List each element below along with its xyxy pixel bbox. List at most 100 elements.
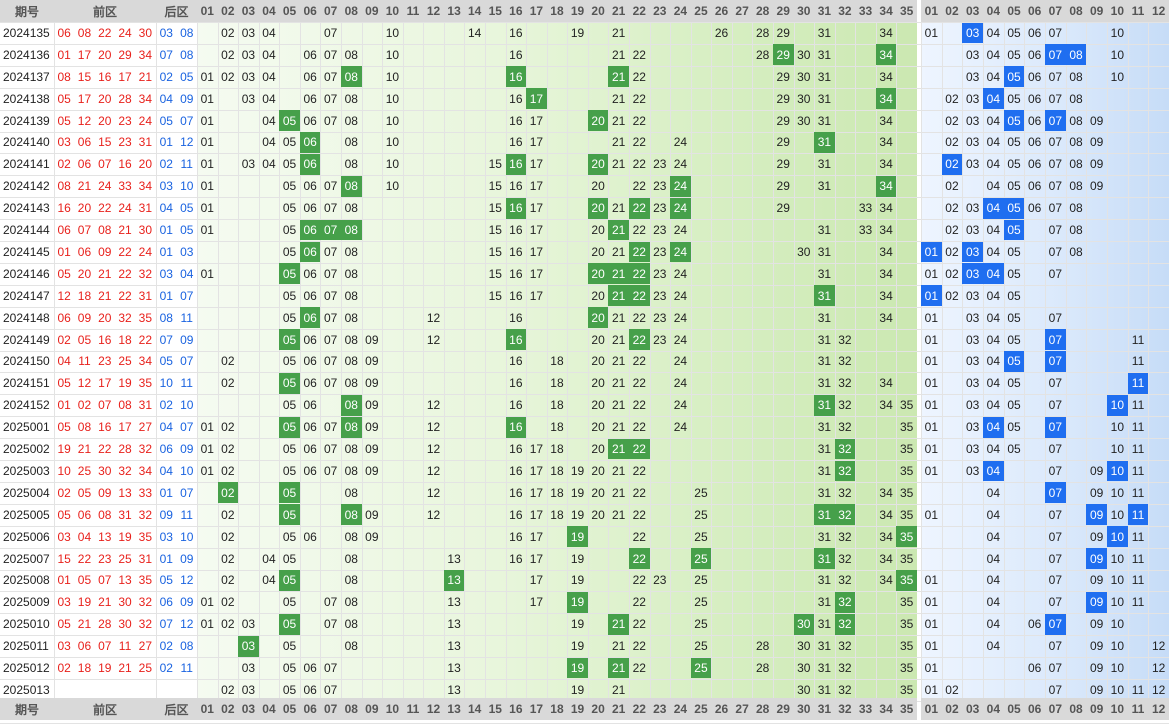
header-back-col: 07 [1045, 0, 1066, 22]
header-back-col: 10 [1107, 698, 1128, 720]
front-number: 20 [98, 47, 112, 62]
front-number: 27 [138, 420, 153, 435]
back-miss-cell: 03 [965, 398, 980, 413]
front-miss-cell: 32 [838, 573, 852, 588]
header-front-col: 06 [299, 0, 321, 22]
row-period: 2024137 [3, 69, 50, 84]
front-miss-cell: 16 [509, 135, 523, 150]
front-number: 12 [77, 376, 92, 391]
front-miss-cell: 02 [221, 551, 235, 566]
back-number: 06 [159, 595, 173, 610]
row-period: 2024144 [3, 223, 50, 238]
front-miss-cell: 22 [632, 595, 646, 610]
front-miss-cell: 26 [714, 25, 729, 40]
front-number: 34 [138, 354, 153, 369]
back-miss-cell: 04 [986, 507, 1000, 522]
header-front-col: 27 [731, 0, 753, 22]
front-miss-cell: 34 [879, 223, 893, 238]
front-number: 20 [77, 266, 92, 281]
front-hit-cell: 20 [587, 153, 609, 175]
front-miss-cell: 32 [838, 682, 852, 697]
row-period: 2024138 [3, 91, 50, 106]
header-front-col: 26 [711, 698, 732, 720]
back-miss-cell: 11 [1131, 529, 1145, 544]
back-miss-cell: 07 [1048, 529, 1063, 544]
back-miss-cell: 04 [986, 376, 1000, 391]
row-divider [0, 153, 1169, 155]
front-number: 22 [98, 25, 112, 40]
front-miss-cell: 15 [488, 223, 502, 238]
back-miss-cell: 02 [945, 266, 959, 281]
front-number: 01 [57, 573, 71, 588]
back-miss-cell: 07 [1048, 639, 1063, 654]
front-miss-cell: 02 [221, 573, 235, 588]
front-miss-cell: 13 [447, 682, 461, 697]
front-miss-cell: 03 [241, 617, 256, 632]
front-number: 31 [138, 201, 153, 216]
front-miss-cell: 07 [324, 25, 338, 40]
front-hit-cell: 02 [217, 482, 239, 504]
back-miss-cell: 10 [1110, 69, 1125, 84]
front-miss-cell: 23 [653, 244, 667, 259]
back-miss-cell: 04 [986, 113, 1000, 128]
back-miss-cell: 05 [1007, 25, 1021, 40]
front-miss-cell: 21 [611, 398, 626, 413]
col-divider [941, 0, 943, 720]
front-number: 06 [77, 507, 92, 522]
header-front-col: 20 [587, 0, 609, 22]
front-miss-cell: 16 [509, 376, 523, 391]
front-miss-cell: 10 [385, 69, 400, 84]
col-divider [197, 0, 198, 720]
col-divider [628, 0, 630, 720]
front-miss-cell: 22 [632, 661, 646, 676]
front-hit-cell: 08 [340, 416, 362, 438]
row-divider [0, 197, 1169, 199]
back-miss-cell: 11 [1131, 442, 1145, 457]
front-miss-cell: 10 [385, 135, 400, 150]
header-front-col: 09 [361, 0, 383, 22]
front-miss-cell: 06 [303, 113, 317, 128]
front-miss-cell: 10 [385, 91, 400, 106]
front-hit-cell: 06 [299, 153, 321, 175]
front-number: 06 [77, 244, 92, 259]
front-miss-cell: 35 [899, 442, 914, 457]
front-number: 06 [77, 639, 92, 654]
col-divider [834, 0, 836, 720]
front-miss-cell: 07 [324, 201, 338, 216]
front-miss-cell: 02 [221, 617, 235, 632]
row-period: 2025007 [3, 551, 50, 566]
front-miss-cell: 20 [591, 332, 605, 347]
front-miss-cell: 20 [591, 507, 605, 522]
back-number: 03 [180, 244, 194, 259]
header-front-col: 10 [382, 698, 403, 720]
header-front-col: 24 [670, 0, 691, 22]
row-period: 2024150 [3, 354, 50, 369]
back-miss-cell: 07 [1048, 25, 1063, 40]
front-miss-cell: 31 [817, 223, 832, 238]
header-front-col: 22 [628, 0, 650, 22]
front-miss-cell: 19 [570, 639, 585, 654]
front-number: 25 [118, 354, 132, 369]
front-miss-cell: 07 [324, 244, 338, 259]
header-front-col: 12 [423, 698, 444, 720]
front-number: 05 [57, 376, 71, 391]
back-miss-cell: 01 [924, 442, 938, 457]
header-period: 期号 [0, 0, 54, 22]
back-miss-cell: 01 [924, 354, 938, 369]
back-miss-cell: 06 [1027, 47, 1042, 62]
front-miss-cell: 02 [221, 25, 235, 40]
front-miss-cell: 31 [817, 332, 832, 347]
front-number: 19 [57, 442, 71, 457]
back-miss-cell: 04 [986, 573, 1000, 588]
front-number: 21 [118, 223, 132, 238]
front-miss-cell: 10 [385, 25, 400, 40]
front-number: 12 [77, 113, 92, 128]
front-miss-cell: 22 [632, 573, 646, 588]
row-divider [0, 306, 1169, 308]
header-front-col: 03 [238, 698, 259, 720]
front-miss-cell: 31 [817, 47, 832, 62]
header-front-col: 14 [464, 698, 485, 720]
front-miss-cell: 05 [282, 288, 297, 303]
front-hit-cell: 24 [670, 197, 691, 219]
front-number: 03 [57, 529, 71, 544]
